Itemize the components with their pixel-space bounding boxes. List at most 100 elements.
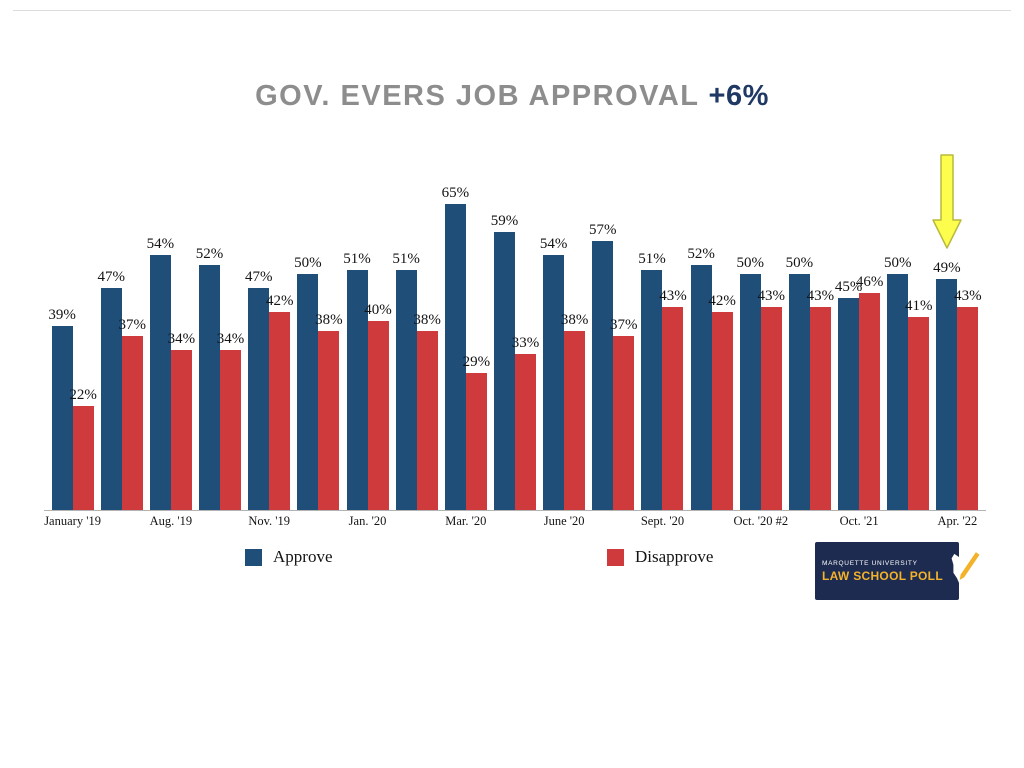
x-axis-tick-label: Apr. '22 [937, 514, 978, 528]
approve-bar [199, 264, 221, 510]
x-axis-tick-label: Jan. '20 [348, 514, 387, 528]
disapprove-value-label: 41% [904, 297, 933, 314]
approve-bar [641, 269, 663, 510]
approve-value-label: 52% [195, 245, 224, 262]
disapprove-bar-wrap: 37% [610, 317, 638, 510]
disapprove-value-label: 38% [413, 311, 441, 328]
approve-value-label: 50% [294, 255, 322, 272]
approve-bar [788, 274, 810, 510]
bar-group: 50% 41% [884, 256, 933, 510]
approve-bar [297, 274, 319, 510]
disapprove-value-label: 34% [216, 330, 245, 347]
bar-group: 50% 38% [294, 256, 343, 510]
approve-value-label: 51% [392, 250, 420, 267]
bar-group: 47% 42% [245, 270, 294, 510]
disapprove-value-label: 42% [708, 293, 736, 309]
approve-bar-wrap: 50% [294, 256, 322, 510]
approve-value-label: 51% [343, 250, 371, 267]
bar-group: 51% 43% [638, 251, 687, 510]
disapprove-bar-wrap: 40% [364, 303, 392, 510]
down-arrow-icon [932, 154, 962, 249]
disapprove-bar-wrap: 38% [413, 312, 441, 510]
disapprove-bar-wrap: 37% [118, 317, 146, 510]
bar-group: 54% 38% [540, 237, 589, 510]
disapprove-bar [416, 330, 438, 510]
disapprove-value-label: 43% [806, 288, 835, 305]
logo-text: MARQUETTE UNIVERSITY LAW SCHOOL POLL [822, 560, 943, 583]
approve-value-label: 65% [441, 184, 470, 201]
approve-value-label: 54% [539, 236, 568, 253]
marquette-law-school-poll-logo: MARQUETTE UNIVERSITY LAW SCHOOL POLL [815, 542, 980, 600]
disapprove-bar [367, 321, 389, 510]
approve-bar [887, 274, 909, 510]
disapprove-bar-wrap: 34% [217, 331, 244, 510]
legend-approve-label: Approve [273, 547, 333, 566]
approve-legend-swatch [245, 548, 262, 566]
approve-bar [346, 269, 368, 510]
legend-item-disapprove: Disapprove [607, 547, 713, 567]
approve-bar [838, 297, 860, 510]
approve-bar-wrap: 51% [343, 251, 371, 510]
disapprove-value-label: 38% [315, 311, 343, 328]
approve-bar-wrap: 50% [786, 256, 813, 510]
approve-bar-wrap: 52% [196, 246, 223, 510]
approve-bar-wrap: 47% [97, 270, 125, 510]
approve-bar [739, 274, 761, 510]
approve-bar-wrap: 57% [589, 223, 617, 510]
approve-bar-wrap: 51% [638, 251, 666, 510]
bar-group: 65% 29% [441, 185, 490, 510]
bar-group: 57% 37% [589, 223, 638, 510]
page-title-main: GOV. EVERS JOB APPROVAL [255, 80, 699, 112]
approve-bar-wrap: 50% [737, 256, 764, 510]
x-axis-tick-label: Oct. '21 [839, 514, 879, 528]
x-axis-tick-label: June '20 [543, 514, 585, 528]
x-axis-tick-label: Mar. '20 [445, 514, 487, 528]
approve-bar-wrap: 65% [442, 185, 469, 510]
bar-chart: 39% 22% 47% 37% 54% 34% 52% 34% 47% 42% 50% 38% 51% 4… [48, 180, 982, 510]
approve-bar-wrap: 45% [835, 279, 862, 510]
approve-bar [936, 279, 958, 510]
approve-value-label: 54% [146, 236, 175, 253]
disapprove-bar-wrap: 42% [708, 294, 736, 510]
bar-group: 45% 46% [835, 275, 884, 510]
approve-value-label: 47% [97, 269, 125, 286]
approve-bar [690, 264, 712, 510]
disapprove-bar [662, 307, 684, 510]
approve-value-label: 47% [244, 269, 273, 286]
disapprove-value-label: 29% [462, 354, 491, 371]
approve-value-label: 50% [785, 255, 814, 272]
disapprove-bar-wrap: 34% [168, 331, 195, 510]
legend-item-approve: Approve [245, 547, 332, 567]
disapprove-bar [564, 330, 586, 510]
disapprove-value-label: 43% [954, 288, 982, 305]
disapprove-bar-wrap: 41% [905, 298, 932, 510]
disapprove-bar-wrap: 33% [512, 336, 539, 510]
disapprove-bar [514, 354, 536, 510]
bar-group: 50% 43% [785, 256, 834, 510]
disapprove-value-label: 43% [659, 288, 687, 305]
disapprove-bar-wrap: 29% [463, 355, 490, 510]
approve-bar [395, 269, 417, 510]
disapprove-bar [809, 307, 831, 510]
disapprove-bar [318, 330, 340, 510]
disapprove-value-label: 46% [855, 274, 884, 291]
disapprove-bar [269, 312, 291, 510]
approve-bar [100, 288, 122, 510]
approve-bar [51, 326, 73, 510]
approve-bar-wrap: 52% [687, 246, 715, 510]
approve-value-label: 51% [638, 250, 666, 267]
approve-bar-wrap: 51% [392, 251, 420, 510]
x-axis-tick-label: Oct. '20 #2 [733, 514, 789, 528]
disapprove-legend-swatch [607, 548, 624, 566]
slide-top-border [13, 10, 1011, 11]
disapprove-value-label: 37% [610, 316, 638, 333]
disapprove-bar [72, 406, 94, 510]
disapprove-value-label: 40% [364, 302, 392, 319]
bar-group: 59% 33% [490, 213, 539, 510]
approve-value-label: 52% [687, 245, 715, 262]
disapprove-bar-wrap: 43% [758, 289, 785, 510]
approve-value-label: 50% [736, 255, 765, 272]
approve-value-label: 45% [834, 278, 863, 295]
approve-bar-wrap: 54% [147, 237, 174, 510]
page-title-highlight: +6% [708, 80, 769, 112]
